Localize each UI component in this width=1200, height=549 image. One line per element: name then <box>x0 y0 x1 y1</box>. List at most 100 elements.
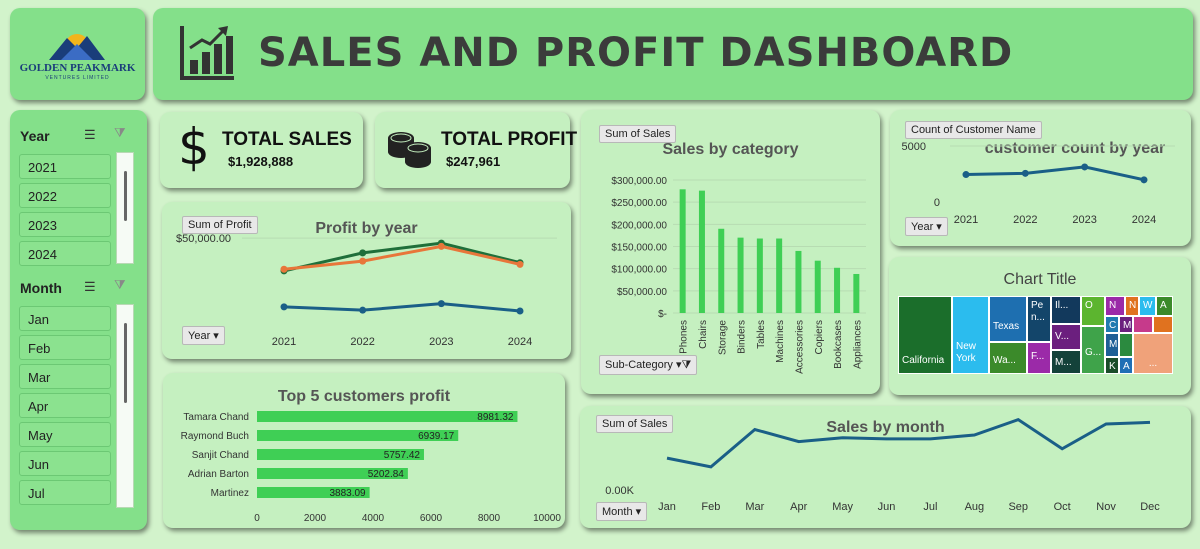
treemap-cell[interactable]: Pe n... <box>1027 296 1051 342</box>
treemap-cell[interactable]: F... <box>1027 342 1051 374</box>
treemap-cell-misc[interactable] <box>1119 333 1133 357</box>
y-tick-label: $- <box>658 309 667 320</box>
month-item-feb[interactable]: Feb <box>19 335 111 360</box>
year-item-2022[interactable]: 2022 <box>19 183 111 208</box>
clear-filter-icon[interactable]: ⧩ <box>114 277 126 292</box>
treemap-cell[interactable]: V... <box>1051 324 1081 350</box>
y-tick-label: 0 <box>934 197 940 209</box>
subcategory-field-button[interactable]: Sub-Category ▾⧩ <box>599 355 698 375</box>
y-tick-label: 0.00K <box>605 485 634 497</box>
year-item-2023[interactable]: 2023 <box>19 212 111 237</box>
dropdown-arrow-icon: ▾ <box>936 221 942 233</box>
bar <box>834 267 841 313</box>
data-label: 6939.17 <box>418 431 455 442</box>
treemap-cell[interactable]: G... <box>1081 326 1105 374</box>
total-sales-card: $ TOTAL SALES $1,928,888 <box>160 112 363 188</box>
profit-chart-title: Profit by year <box>315 220 418 237</box>
x-tick-label: Sep <box>1008 501 1028 513</box>
x-tick-label: Machines <box>775 320 786 363</box>
x-tick-label: Aug <box>965 501 985 513</box>
month-axis-field-button[interactable]: Month ▾ <box>596 502 648 521</box>
category-field-button[interactable]: Sum of Sales <box>599 125 677 143</box>
data-point <box>516 260 524 268</box>
treemap-cell[interactable]: A <box>1119 357 1133 374</box>
month-item-jan[interactable]: Jan <box>19 306 111 331</box>
year-item-2021[interactable]: 2021 <box>19 154 111 179</box>
multi-select-icon[interactable]: ☰ <box>84 279 96 294</box>
y-tick-label: 5000 <box>902 141 926 153</box>
x-tick-label: Tables <box>756 320 767 349</box>
x-tick-label: 2021 <box>954 214 978 226</box>
month-plot-area: 0.00K Jan Feb Mar Apr May Jun Jul Aug Sep Oct Nov De… <box>605 417 1160 513</box>
month-chart-title: Sales by month <box>826 419 945 436</box>
x-tick-label: 2023 <box>1072 214 1096 226</box>
data-point <box>516 307 524 315</box>
month-item-jun[interactable]: Jun <box>19 451 111 476</box>
treemap-cell[interactable]: W <box>1139 296 1156 316</box>
data-point <box>437 242 445 250</box>
logo-name: GOLDEN PEAKMARK <box>19 62 136 74</box>
x-tick-label: Accessories <box>794 320 805 374</box>
year-axis-field-button[interactable]: Year ▾ <box>182 326 225 345</box>
x-tick-label: Jan <box>658 501 676 513</box>
treemap-cell[interactable]: New York <box>952 296 989 374</box>
bar <box>257 449 424 460</box>
customer-year-field-button[interactable]: Year ▾ <box>905 217 948 236</box>
dollar-icon: $ <box>178 118 210 176</box>
treemap-cell[interactable]: C <box>1105 316 1119 333</box>
treemap-cell[interactable]: M... <box>1051 350 1081 374</box>
total-profit-card: TOTAL PROFIT $247,961 <box>375 112 577 188</box>
category-chart-title: Sales by category <box>662 141 799 158</box>
year-slicer-title: Year <box>20 128 50 144</box>
data-point <box>1081 163 1089 171</box>
year-axis-field-label: Year <box>188 330 211 342</box>
total-profit-value: $247,961 <box>446 154 501 169</box>
treemap-cell[interactable]: N <box>1105 296 1125 316</box>
bar <box>698 190 705 313</box>
treemap-cell[interactable]: Il... <box>1051 296 1081 324</box>
bar <box>679 189 686 313</box>
month-scroll-thumb[interactable] <box>124 323 127 403</box>
treemap-cell[interactable]: O <box>1081 296 1105 326</box>
treemap-chart: Chart Title California New York Texas Wa… <box>889 257 1191 395</box>
month-sales-field-button[interactable]: Sum of Sales <box>596 415 674 433</box>
year-item-2024[interactable]: 2024 <box>19 241 111 266</box>
treemap-cell[interactable]: M <box>1105 333 1119 357</box>
month-item-apr[interactable]: Apr <box>19 393 111 418</box>
x-tick-label: Nov <box>1096 501 1116 513</box>
customer-plot-area: 5000 0 2021 2022 2023 2024 <box>902 141 1175 226</box>
customer-field-button[interactable]: Count of Customer Name <box>905 121 1042 139</box>
bar <box>257 430 459 441</box>
month-scrollbar[interactable] <box>116 304 134 508</box>
year-scrollbar[interactable] <box>116 152 134 264</box>
treemap-cell[interactable]: M <box>1119 316 1133 333</box>
treemap-cell[interactable]: Wa... <box>989 342 1027 374</box>
treemap-cell[interactable]: A <box>1156 296 1173 316</box>
treemap-cell-misc[interactable] <box>1153 316 1173 333</box>
treemap-cell-misc[interactable] <box>1133 316 1153 333</box>
treemap-cell[interactable]: N <box>1125 296 1139 316</box>
x-tick-label: Oct <box>1054 501 1071 513</box>
year-scroll-thumb[interactable] <box>124 171 127 221</box>
bar <box>718 228 725 313</box>
series-line-0 <box>283 241 521 273</box>
profit-field-button[interactable]: Sum of Profit <box>182 216 258 234</box>
treemap-cell-more[interactable]: ... <box>1133 333 1173 374</box>
y-tick-label: $200,000.00 <box>611 220 667 231</box>
month-item-jul[interactable]: Jul <box>19 480 111 505</box>
x-tick-label: 6000 <box>420 513 443 524</box>
treemap-cell[interactable]: Texas <box>989 296 1027 342</box>
treemap-cell[interactable]: California <box>898 296 952 374</box>
x-tick-label: May <box>832 501 853 513</box>
multi-select-icon[interactable]: ☰ <box>84 127 96 142</box>
month-item-mar[interactable]: Mar <box>19 364 111 389</box>
month-item-may[interactable]: May <box>19 422 111 447</box>
bar <box>795 250 802 313</box>
clear-filter-icon[interactable]: ⧩ <box>114 125 126 140</box>
dropdown-arrow-icon: ▾ <box>213 330 219 342</box>
x-tick-label: 0 <box>254 513 260 524</box>
sales-by-category-chart: Sum of Sales Sales by category $- $50,000… <box>581 110 880 394</box>
treemap-cell[interactable]: K <box>1105 357 1119 374</box>
x-tick-label: Dec <box>1140 501 1160 513</box>
series-line-1 <box>283 244 521 271</box>
